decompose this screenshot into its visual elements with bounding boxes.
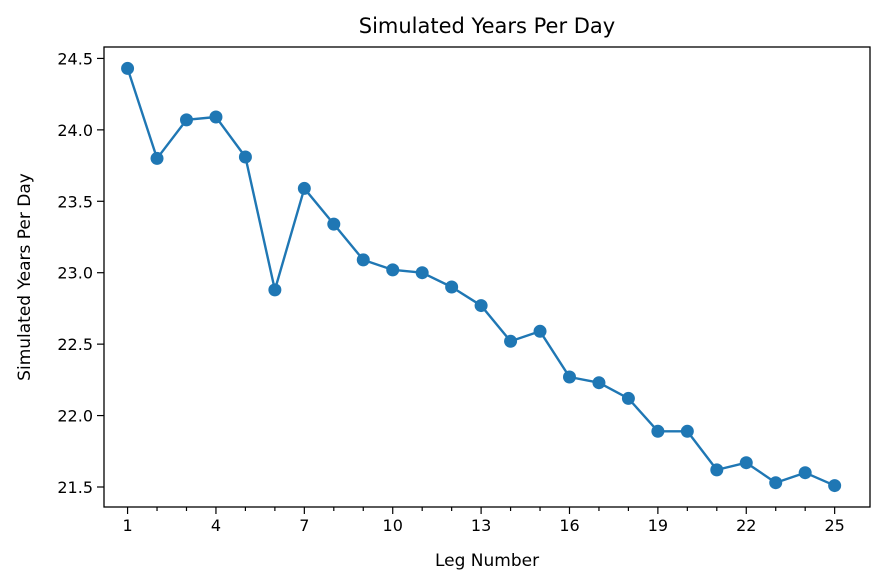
series-line xyxy=(126,67,836,487)
x-axis: 1 4 7 10 13 16 19 22 25 xyxy=(122,507,845,535)
x-tick-label: 22 xyxy=(736,516,756,535)
data-point xyxy=(828,479,842,493)
y-axis: 21.5 22.0 22.5 23.0 23.5 24.0 24.5 xyxy=(57,49,104,497)
data-point xyxy=(150,151,164,165)
plot-area xyxy=(103,46,871,508)
y-tick-label: 24.0 xyxy=(57,121,93,140)
data-point xyxy=(592,376,606,390)
x-tick-label: 25 xyxy=(824,516,844,535)
data-point xyxy=(238,150,252,164)
data-point xyxy=(445,280,459,294)
x-tick-label: 4 xyxy=(211,516,221,535)
data-point xyxy=(710,463,724,477)
data-point xyxy=(386,263,400,277)
data-point xyxy=(179,113,193,127)
data-point xyxy=(769,476,783,490)
data-point xyxy=(739,456,753,470)
x-tick-label: 7 xyxy=(299,516,309,535)
data-point xyxy=(651,424,665,438)
y-tick-label: 24.5 xyxy=(57,49,93,68)
y-axis-label: Simulated Years Per Day xyxy=(15,173,35,381)
data-point xyxy=(356,253,370,267)
data-point xyxy=(268,283,282,297)
y-tick-label: 23.0 xyxy=(57,264,93,283)
data-point xyxy=(474,299,488,313)
y-tick-label: 23.5 xyxy=(57,192,93,211)
x-tick-label: 10 xyxy=(383,516,403,535)
x-tick-label: 19 xyxy=(648,516,668,535)
x-axis-label: Leg Number xyxy=(435,551,539,571)
data-point xyxy=(297,181,311,195)
chart-title: Simulated Years Per Day xyxy=(359,14,615,38)
data-point xyxy=(798,466,812,480)
data-point xyxy=(533,324,547,338)
data-point xyxy=(121,61,135,75)
data-point xyxy=(504,334,518,348)
y-tick-label: 21.5 xyxy=(57,478,93,497)
data-point xyxy=(680,424,694,438)
data-point xyxy=(415,266,429,280)
y-tick-label: 22.5 xyxy=(57,335,93,354)
x-tick-label: 13 xyxy=(471,516,491,535)
x-tick-label: 1 xyxy=(122,516,132,535)
y-tick-label: 22.0 xyxy=(57,407,93,426)
data-point xyxy=(209,110,223,124)
data-point xyxy=(562,370,576,384)
data-point xyxy=(327,217,341,231)
x-tick-label: 16 xyxy=(559,516,579,535)
series-group xyxy=(121,61,842,493)
data-point xyxy=(621,391,635,405)
